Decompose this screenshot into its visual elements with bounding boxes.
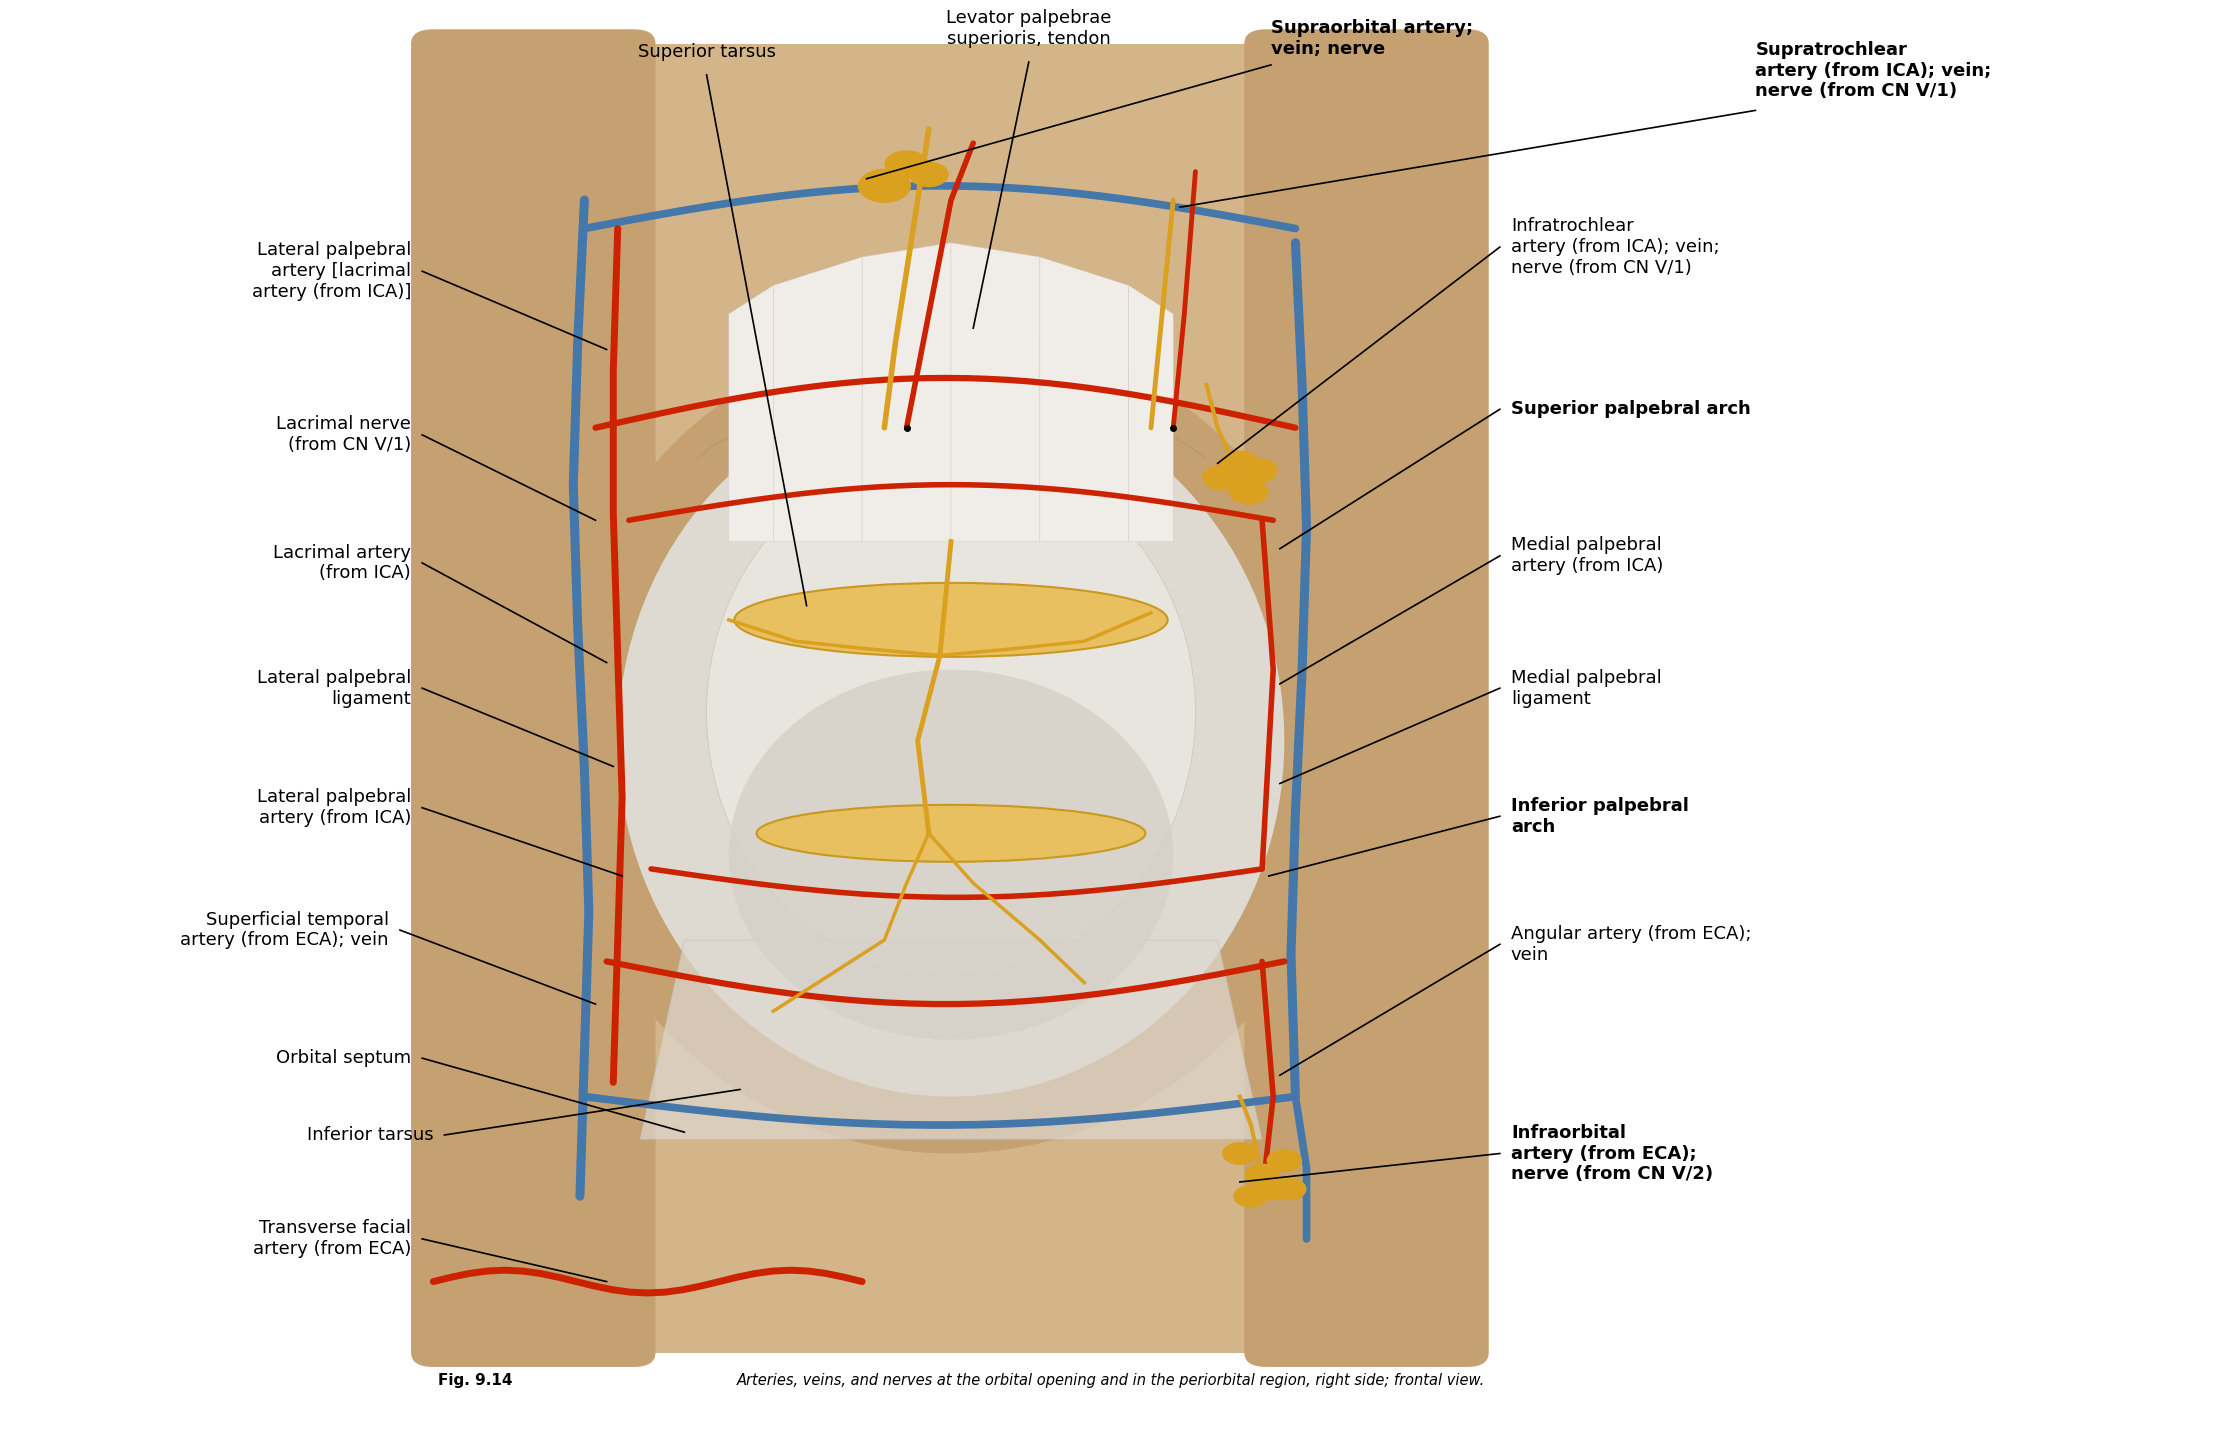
Text: Lacrimal nerve
(from CN V/1): Lacrimal nerve (from CN V/1) xyxy=(276,415,411,454)
FancyBboxPatch shape xyxy=(411,29,655,1367)
Circle shape xyxy=(1202,465,1242,491)
Text: Infratrochlear
artery (from ICA); vein;
nerve (from CN V/1): Infratrochlear artery (from ICA); vein; … xyxy=(1511,218,1720,276)
Circle shape xyxy=(1233,1185,1269,1208)
Ellipse shape xyxy=(551,328,1351,1153)
Circle shape xyxy=(1238,458,1278,484)
Circle shape xyxy=(1220,451,1260,477)
Text: Inferior palpebral
arch: Inferior palpebral arch xyxy=(1511,797,1689,836)
Text: Levator palpebrae
superioris, tendon: Levator palpebrae superioris, tendon xyxy=(947,9,1111,47)
Text: Angular artery (from ECA);
vein: Angular artery (from ECA); vein xyxy=(1511,924,1751,963)
Text: Supratrochlear
artery (from ICA); vein;
nerve (from CN V/1): Supratrochlear artery (from ICA); vein; … xyxy=(1755,41,1991,100)
Text: Superficial temporal
artery (from ECA); vein: Superficial temporal artery (from ECA); … xyxy=(180,910,389,950)
Text: Supraorbital artery;
vein; nerve: Supraorbital artery; vein; nerve xyxy=(1271,19,1473,57)
Text: Lateral palpebral
artery [lacrimal
artery (from ICA)]: Lateral palpebral artery [lacrimal arter… xyxy=(251,242,411,301)
Circle shape xyxy=(1267,1149,1302,1172)
Polygon shape xyxy=(640,940,1262,1139)
Polygon shape xyxy=(951,243,1040,541)
Circle shape xyxy=(1244,1163,1280,1186)
Circle shape xyxy=(1271,1178,1307,1201)
Bar xyxy=(433,43,1467,1352)
Ellipse shape xyxy=(733,582,1169,657)
Text: Medial palpebral
artery (from ICA): Medial palpebral artery (from ICA) xyxy=(1511,537,1664,575)
Circle shape xyxy=(1229,479,1269,505)
Text: Lacrimal artery
(from ICA): Lacrimal artery (from ICA) xyxy=(273,544,411,582)
Circle shape xyxy=(909,162,949,187)
Polygon shape xyxy=(773,258,862,541)
Circle shape xyxy=(1222,1142,1258,1165)
Text: Lateral palpebral
artery (from ICA): Lateral palpebral artery (from ICA) xyxy=(258,788,411,827)
Text: Arteries, veins, and nerves at the orbital opening and in the periorbital region: Arteries, veins, and nerves at the orbit… xyxy=(738,1374,1484,1388)
Text: Superior palpebral arch: Superior palpebral arch xyxy=(1511,401,1751,418)
Text: Medial palpebral
ligament: Medial palpebral ligament xyxy=(1511,668,1662,707)
Circle shape xyxy=(884,150,929,179)
Text: Superior tarsus: Superior tarsus xyxy=(638,43,775,60)
FancyBboxPatch shape xyxy=(1244,29,1489,1367)
Text: Inferior tarsus: Inferior tarsus xyxy=(307,1126,433,1143)
Polygon shape xyxy=(1040,258,1129,541)
Ellipse shape xyxy=(707,449,1195,976)
Text: Fig. 9.14: Fig. 9.14 xyxy=(438,1374,513,1388)
Ellipse shape xyxy=(729,670,1173,1040)
Text: Orbital septum: Orbital septum xyxy=(276,1049,411,1068)
Text: Infraorbital
artery (from ECA);
nerve (from CN V/2): Infraorbital artery (from ECA); nerve (f… xyxy=(1511,1123,1713,1183)
Circle shape xyxy=(858,169,911,203)
Ellipse shape xyxy=(618,385,1284,1096)
Text: Lateral palpebral
ligament: Lateral palpebral ligament xyxy=(258,668,411,707)
Polygon shape xyxy=(862,243,951,541)
Polygon shape xyxy=(729,285,773,541)
Polygon shape xyxy=(1129,285,1173,541)
Text: Transverse facial
artery (from ECA): Transverse facial artery (from ECA) xyxy=(253,1219,411,1258)
Ellipse shape xyxy=(755,804,1147,861)
Circle shape xyxy=(1255,1178,1291,1201)
